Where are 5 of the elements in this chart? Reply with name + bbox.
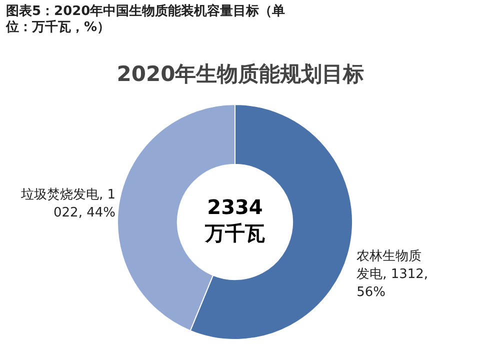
- text: 2334 万千瓦: [204, 195, 265, 246]
- chart-subtitle: 2020年生物质能规划目标: [116, 61, 366, 88]
- slice-label: 农林生物质发电, 1312, 56%: [356, 249, 428, 300]
- slice-label: 垃圾焚烧发电, 1022, 44%: [20, 188, 116, 221]
- chart-title: 图表5：2020年中国生物质能装机容量目标（单位：万千瓦，%）: [6, 4, 286, 36]
